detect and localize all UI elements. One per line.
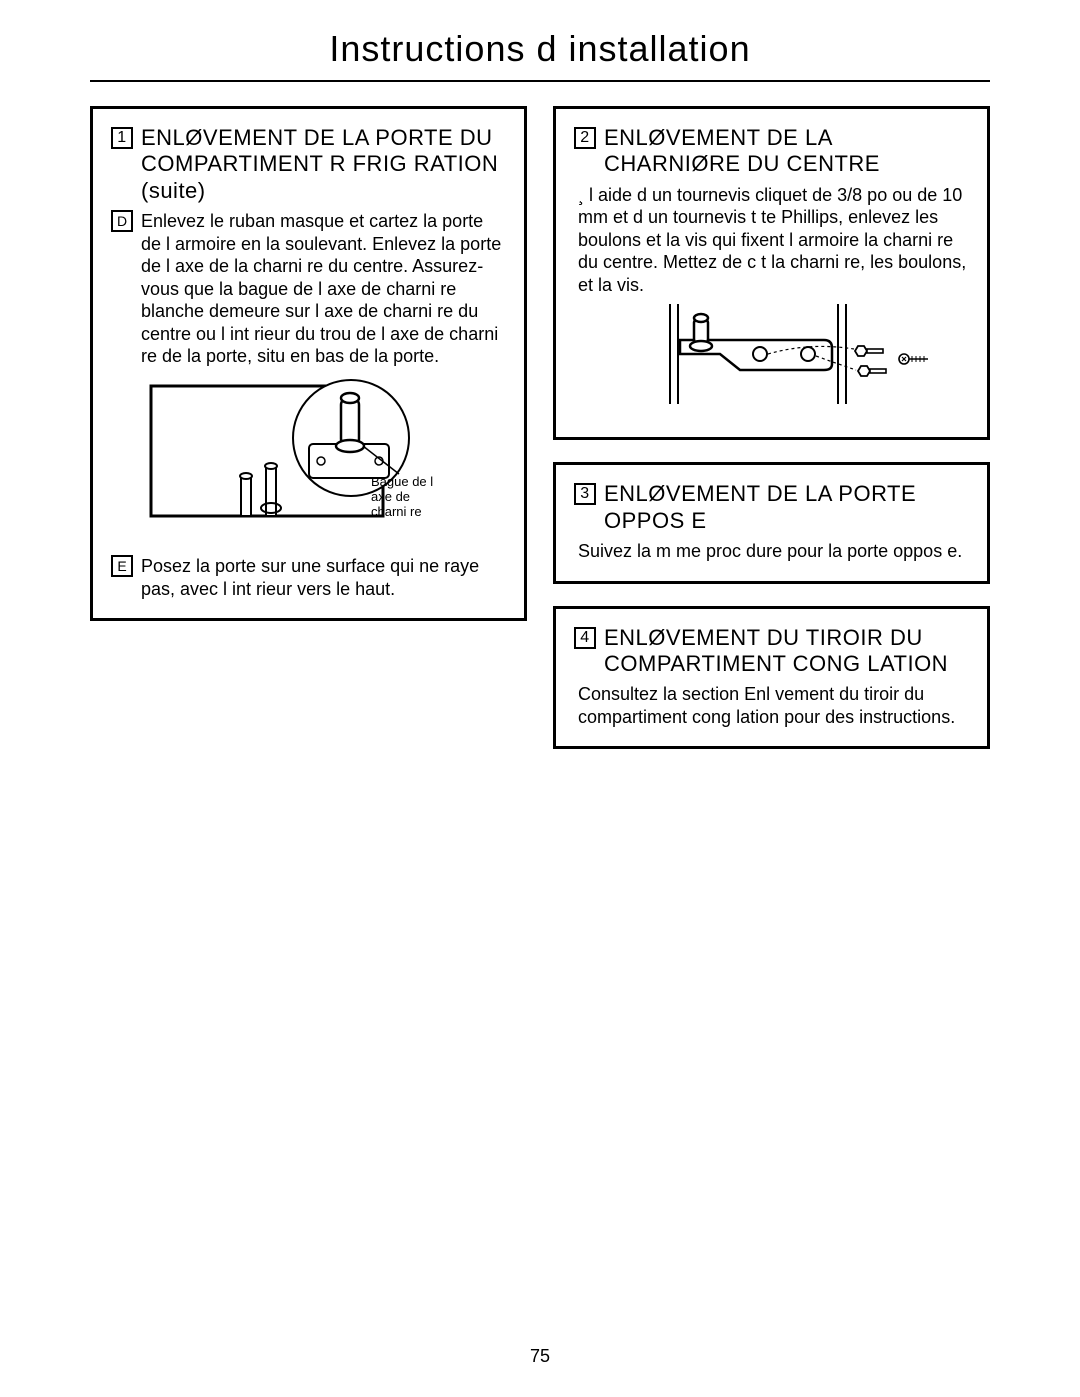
section-2-title: 2 ENLØVEMENT DE LA CHARNIØRE DU CENTRE [574, 125, 969, 178]
section-3-body: Suivez la m me proc dure pour la porte o… [574, 540, 969, 563]
step-d-text: Enlevez le ruban masque et cartez la por… [141, 210, 506, 368]
section-2-box: 2 ENLØVEMENT DE LA CHARNIØRE DU CENTRE ¸… [553, 106, 990, 440]
step-number-2: 2 [574, 127, 596, 149]
section-4-title-text: ENLØVEMENT DU TIROIR DU COMPARTIMENT CON… [604, 625, 969, 678]
content-columns: 1 ENLØVEMENT DE LA PORTE DU COMPARTIMENT… [90, 106, 990, 749]
section-3-title-text: ENLØVEMENT DE LA PORTE OPPOS E [604, 481, 969, 534]
section-4-body: Consultez la section Enl vement du tiroi… [574, 683, 969, 728]
step-d-letter: D [111, 210, 133, 232]
step-number-3: 3 [574, 483, 596, 505]
section-4-title: 4 ENLØVEMENT DU TIROIR DU COMPARTIMENT C… [574, 625, 969, 678]
right-column: 2 ENLØVEMENT DE LA CHARNIØRE DU CENTRE ¸… [553, 106, 990, 749]
step-e: E Posez la porte sur une surface qui ne … [111, 555, 506, 600]
left-column: 1 ENLØVEMENT DE LA PORTE DU COMPARTIMENT… [90, 106, 527, 749]
section-1-title-text: ENLØVEMENT DE LA PORTE DU COMPARTIMENT R… [141, 125, 506, 204]
center-hinge-diagram [610, 304, 969, 409]
section-4-box: 4 ENLØVEMENT DU TIROIR DU COMPARTIMENT C… [553, 606, 990, 750]
section-3-box: 3 ENLØVEMENT DE LA PORTE OPPOS E Suivez … [553, 462, 990, 583]
step-e-letter: E [111, 555, 133, 577]
hinge-bushing-diagram: Bague de l axe de charni re [141, 376, 506, 576]
page-number: 75 [0, 1346, 1080, 1367]
section-2-title-text: ENLØVEMENT DE LA CHARNIØRE DU CENTRE [604, 125, 969, 178]
diagram-caption: Bague de l axe de charni re [371, 475, 441, 520]
section-2-body: ¸ l aide d un tournevis cliquet de 3/8 p… [574, 184, 969, 297]
section-3-title: 3 ENLØVEMENT DE LA PORTE OPPOS E [574, 481, 969, 534]
step-d: D Enlevez le ruban masque et cartez la p… [111, 210, 506, 368]
step-number-4: 4 [574, 627, 596, 649]
section-1-box: 1 ENLØVEMENT DE LA PORTE DU COMPARTIMENT… [90, 106, 527, 621]
page-title: Instructions d installation [90, 0, 990, 82]
section-1-title: 1 ENLØVEMENT DE LA PORTE DU COMPARTIMENT… [111, 125, 506, 204]
step-number-1: 1 [111, 127, 133, 149]
step-e-text: Posez la porte sur une surface qui ne ra… [141, 555, 506, 600]
